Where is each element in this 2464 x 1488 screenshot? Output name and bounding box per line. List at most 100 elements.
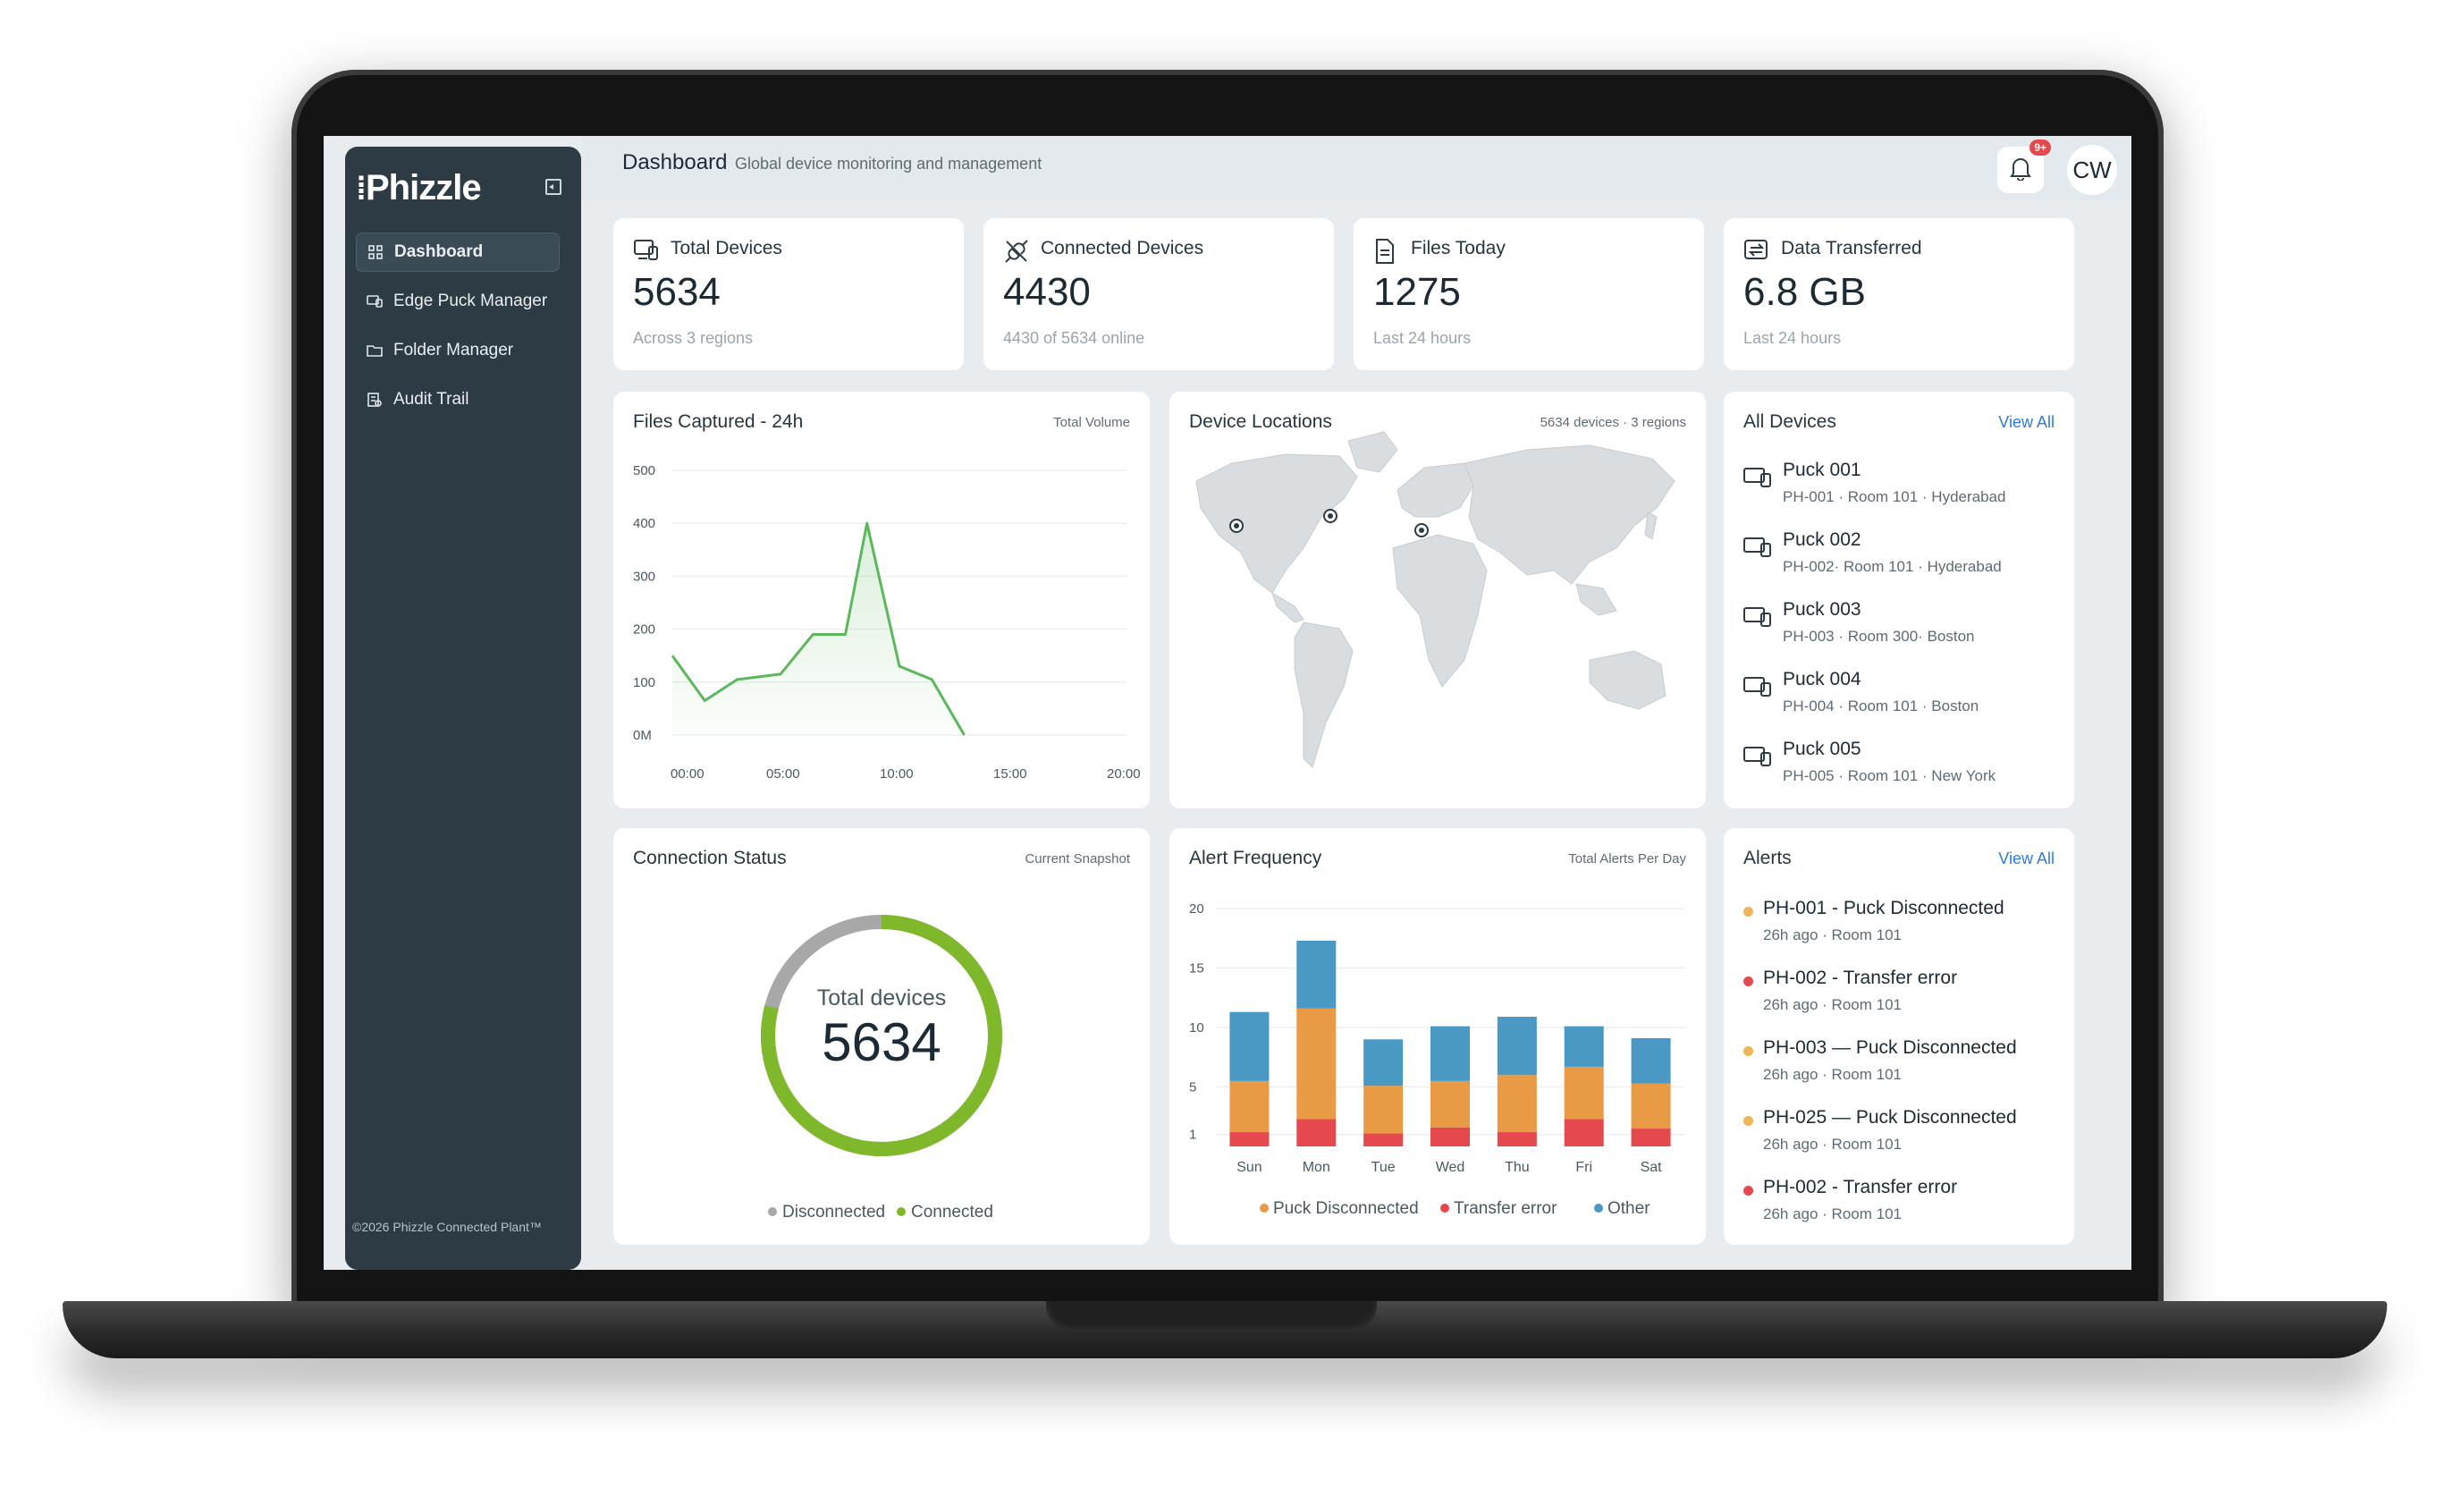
stat-value: 6.8 GB (1743, 270, 1866, 314)
devices-icon (1743, 747, 1771, 766)
south-america-shape (1294, 621, 1354, 768)
sidebar-item-folder-manager[interactable]: Folder Manager (356, 331, 560, 370)
alert-item[interactable]: PH-003 — Puck Disconnected 26h ago · Roo… (1743, 1037, 2074, 1100)
device-name: Puck 003 (1783, 599, 1861, 620)
bar-segment (1296, 1119, 1337, 1146)
alert-title: PH-002 - Transfer error (1763, 1177, 1958, 1197)
europe-shape (1397, 462, 1474, 518)
card-title: All Devices (1743, 411, 1836, 432)
legend-label: Transfer error (1454, 1199, 1557, 1218)
y-tick-label: 400 (633, 516, 655, 531)
device-list-item[interactable]: Puck 005 PH-005 · Room 101 · New York (1743, 739, 2065, 801)
bar-segment (1497, 1132, 1537, 1146)
bar-segment (1631, 1037, 1671, 1084)
card-title: Files Captured - 24h (633, 411, 804, 432)
alert-item[interactable]: PH-001 - Puck Disconnected 26h ago · Roo… (1743, 898, 2074, 960)
folder-icon (367, 342, 383, 359)
card-title: Alert Frequency (1189, 848, 1322, 868)
sidebar-item-edge-puck-manager[interactable]: Edge Puck Manager (356, 282, 560, 321)
bar-segment (1564, 1119, 1604, 1146)
view-all-devices-link[interactable]: View All (1998, 413, 2055, 431)
legend-dot (1440, 1204, 1449, 1213)
page-title: Dashboard (622, 150, 728, 174)
laptop-hinge-notch (1046, 1301, 1377, 1332)
bar-segment (1296, 940, 1337, 1009)
alert-dot-icon (1743, 1186, 1753, 1196)
x-tick-label: Tue (1371, 1160, 1396, 1175)
file-icon (1373, 238, 1400, 265)
sidebar-item-audit-trail[interactable]: Audit Trail (356, 380, 560, 419)
bar-segment (1363, 1133, 1404, 1146)
card-title: Device Locations (1189, 411, 1332, 432)
australia-shape (1589, 650, 1667, 710)
stat-sub: 4430 of 5634 online (1003, 329, 1145, 347)
card-right-label: Total Volume (1053, 415, 1130, 430)
notifications-button[interactable]: 9+ (1997, 140, 2051, 193)
audit-icon (367, 392, 383, 408)
device-name: Puck 001 (1783, 460, 1861, 480)
legend-dot (1594, 1204, 1603, 1213)
x-tick-label: Fri (1575, 1160, 1592, 1175)
x-tick-label: 05:00 (766, 766, 800, 782)
donut-legend: Disconnected Connected (768, 1203, 993, 1222)
device-list-item[interactable]: Puck 003 PH-003 · Room 300· Boston (1743, 599, 2065, 662)
device-list-item[interactable]: Puck 002 PH-002· Room 101 · Hyderabad (1743, 529, 2065, 592)
alert-item[interactable]: PH-025 — Puck Disconnected 26h ago · Roo… (1743, 1107, 2074, 1170)
notification-badge: 9+ (2029, 140, 2051, 156)
bar-segment (1363, 1086, 1404, 1134)
x-tick-label: 15:00 (993, 766, 1027, 782)
y-tick-label: 15 (1189, 961, 1204, 976)
page-subtitle: Global device monitoring and management (735, 155, 1042, 173)
donut-center-value: 5634 (822, 1012, 941, 1072)
x-tick-label: 00:00 (671, 766, 705, 782)
y-tick-label: 1 (1189, 1128, 1196, 1143)
stat-card-data-transferred: Data Transferred 6.8 GB Last 24 hours (1724, 218, 2074, 370)
asia-shape (1464, 444, 1675, 585)
stat-label: Connected Devices (1041, 238, 1204, 258)
sidebar-item-label: Edge Puck Manager (393, 292, 548, 310)
laptop-base (63, 1301, 2387, 1358)
device-sub: PH-003 · Room 300· Boston (1783, 628, 1975, 645)
sidebar-item-dashboard[interactable]: Dashboard (356, 232, 560, 272)
bar-segment (1229, 1080, 1270, 1133)
logo-mark-icon: ⁞ (356, 170, 367, 207)
legend-connected: Connected (911, 1203, 993, 1222)
x-tick-label: Mon (1303, 1160, 1330, 1175)
alert-item[interactable]: PH-002 - Transfer error 26h ago · Room 1… (1743, 1177, 2074, 1239)
southeast-asia-shape (1575, 583, 1617, 616)
logo-text: Phizzle (366, 168, 482, 207)
files-captured-card: Files Captured - 24h Total Volume 0M 100 2… (613, 392, 1150, 808)
device-list-item[interactable]: Puck 001 PH-001 · Room 101 · Hyderabad (1743, 460, 2065, 522)
sidebar-item-label: Folder Manager (393, 341, 514, 359)
device-locations-card: Device Locations 5634 devices · 3 region… (1169, 392, 1706, 808)
files-line-chart: 0M 100 200 300 400 500 00:00 05:00 10:00 15:00 20:… (633, 463, 1141, 782)
alert-item[interactable]: PH-002 - Transfer error 26h ago · Room 1… (1743, 968, 2074, 1030)
bar-segment (1296, 1008, 1337, 1120)
devices-icon (1743, 537, 1771, 557)
device-list-item[interactable]: Puck 004 PH-004 · Room 101 · Boston (1743, 669, 2065, 731)
view-all-alerts-link[interactable]: View All (1998, 850, 2055, 867)
donut-connected-arc (761, 915, 1002, 1156)
central-america-shape (1271, 591, 1304, 623)
device-name: Puck 004 (1783, 669, 1861, 689)
alert-title: PH-025 — Puck Disconnected (1763, 1107, 2017, 1128)
alert-sub: 26h ago · Room 101 (1763, 1136, 1902, 1153)
alerts-card: Alerts View All PH-001 - Puck Disconnect… (1724, 828, 2074, 1245)
bar-segment (1229, 1011, 1270, 1081)
x-tick-label: 20:00 (1107, 766, 1141, 782)
files-series-line (671, 521, 966, 736)
avatar[interactable]: CW (2067, 145, 2117, 195)
y-tick-label: 300 (633, 569, 655, 584)
collapse-sidebar-button[interactable] (545, 179, 561, 195)
device-name: Puck 005 (1783, 739, 1861, 759)
stat-card-connected-devices: Connected Devices 4430 4430 of 5634 onli… (983, 218, 1334, 370)
sidebar-nav: Dashboard Edge Puck Manager Folder Manag… (356, 232, 560, 429)
stat-sub: Last 24 hours (1373, 329, 1472, 347)
bar-segment (1631, 1083, 1671, 1129)
alert-sub: 26h ago · Room 101 (1763, 996, 1902, 1013)
alert-dot-icon (1743, 1046, 1753, 1056)
donut-center-label: Total devices (817, 985, 947, 1010)
laptop-lid: ⁞Phizzle Dashboard Edge Puck Manager (291, 70, 2164, 1308)
alert-dot-icon (1743, 907, 1753, 917)
